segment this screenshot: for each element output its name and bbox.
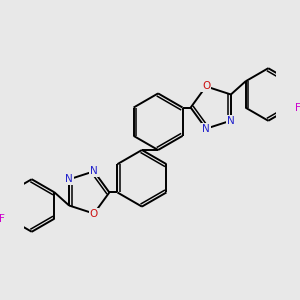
Text: N: N [227,116,235,126]
Text: O: O [90,208,98,219]
Text: N: N [90,166,98,176]
Text: N: N [202,124,210,134]
Text: O: O [202,81,210,92]
Text: F: F [0,214,5,224]
Text: F: F [295,103,300,112]
Text: N: N [65,174,73,184]
